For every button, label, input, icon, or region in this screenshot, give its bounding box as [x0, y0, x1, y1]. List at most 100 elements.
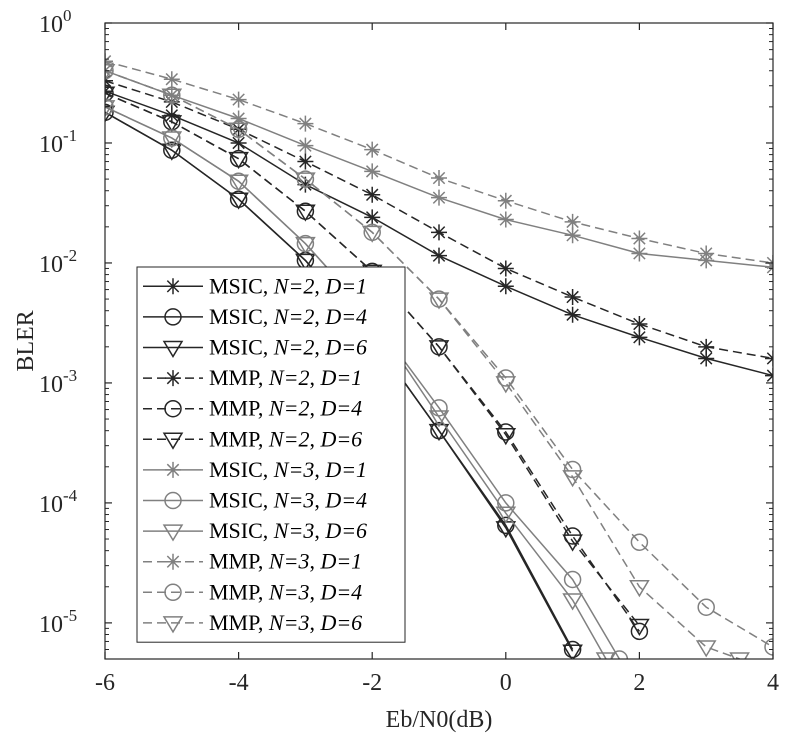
data-point: [228, 122, 249, 140]
data-point: [431, 247, 447, 264]
y-tick-label: 10-4: [39, 486, 78, 518]
data-point: [364, 163, 381, 180]
legend-box: [136, 266, 406, 643]
data-point: [495, 506, 517, 524]
legend-entry: MMP, N=3, D=1: [143, 549, 362, 574]
data-point: [161, 115, 183, 133]
legend-marker: [165, 461, 181, 478]
data-point: [105, 98, 114, 116]
data-point: [698, 350, 715, 367]
data-point: [629, 580, 650, 598]
data-point: [495, 427, 517, 446]
data-point: [497, 192, 514, 209]
legend-label: MMP, N=3, D=1: [209, 549, 362, 574]
y-tick-exponent: -3: [63, 366, 77, 385]
data-point: [497, 423, 515, 441]
legend-marker: [162, 616, 184, 634]
legend-marker: [164, 399, 182, 418]
data-point: [729, 652, 750, 659]
data-point: [228, 151, 249, 170]
legend-label: MSIC, N=3, D=1: [209, 457, 367, 482]
x-tick-label: 0: [500, 670, 512, 696]
data-point: [364, 186, 381, 203]
data-point: [564, 289, 581, 306]
legend-label: MMP, N=2, D=4: [209, 396, 362, 421]
data-point: [228, 192, 249, 210]
x-tick-label: 2: [633, 670, 645, 696]
legend-entry: MSIC, N=3, D=6: [143, 518, 367, 543]
legend-label: MSIC, N=2, D=1: [209, 273, 367, 298]
data-point: [163, 71, 180, 88]
data-point: [631, 329, 648, 346]
data-point: [562, 470, 583, 488]
data-point: [562, 593, 583, 611]
legend-label: MMP, N=2, D=6: [209, 426, 362, 451]
data-point: [595, 652, 617, 659]
legend-label: MMP, N=3, D=6: [209, 610, 362, 635]
legend-marker: [165, 370, 181, 387]
data-point: [361, 225, 383, 243]
data-point: [630, 533, 649, 551]
data-point: [431, 189, 447, 206]
x-tick-label: 4: [767, 670, 779, 696]
legend-marker: [164, 583, 182, 602]
data-point: [228, 174, 249, 192]
data-point: [105, 84, 114, 102]
data-point: [297, 115, 314, 132]
legend-entry: MSIC, N=3, D=4: [143, 488, 367, 513]
data-point: [230, 110, 247, 127]
legend-marker: [164, 308, 182, 326]
legend-label: MMP, N=2, D=1: [209, 365, 362, 390]
data-point: [105, 61, 114, 80]
data-point: [497, 211, 514, 228]
y-tick-label: 10-5: [39, 606, 77, 638]
x-tick-label: -6: [95, 670, 115, 696]
data-point: [562, 644, 583, 659]
legend-marker: [162, 432, 184, 450]
data-point: [428, 410, 450, 428]
data-point: [297, 153, 314, 170]
y-tick-label: 10-2: [39, 246, 77, 278]
series-12: [105, 63, 750, 659]
data-point: [562, 534, 583, 552]
series-line: [105, 69, 740, 659]
x-tick-label: -2: [362, 670, 382, 696]
legend: MSIC, N=2, D=1 MSIC, N=2, D=4 MSIC, N=2, D…: [136, 266, 406, 643]
legend-label: MSIC, N=3, D=6: [209, 518, 367, 543]
y-tick-label: 100: [39, 6, 72, 38]
data-point: [161, 143, 183, 161]
legend-marker: [162, 524, 184, 542]
y-tick-exponent: -1: [63, 126, 77, 145]
data-point: [161, 88, 183, 106]
data-point: [105, 63, 116, 82]
legend-entry: MSIC, N=2, D=1: [143, 273, 367, 298]
data-point: [564, 227, 581, 244]
y-tick-exponent: -5: [63, 606, 77, 625]
data-point: [428, 292, 450, 310]
legend-label: MSIC, N=2, D=6: [209, 335, 367, 360]
data-point: [695, 640, 717, 658]
legend-entry: MMP, N=3, D=4: [143, 579, 362, 604]
legend-label: MMP, N=3, D=4: [209, 579, 362, 604]
y-tick-label: 10-3: [39, 366, 77, 398]
data-point: [428, 340, 450, 358]
data-point: [497, 278, 514, 295]
legend-entry: MMP, N=2, D=4: [143, 396, 362, 421]
data-point: [563, 640, 582, 659]
data-point: [697, 598, 715, 616]
data-point: [495, 376, 517, 394]
data-point: [230, 134, 247, 151]
data-point: [105, 103, 114, 122]
data-point: [431, 170, 447, 187]
data-point: [630, 622, 649, 641]
data-point: [295, 236, 316, 255]
data-point: [230, 91, 247, 108]
data-point: [364, 209, 381, 226]
y-tick-exponent: -4: [63, 486, 78, 505]
data-point: [161, 131, 183, 149]
data-point: [631, 315, 648, 332]
legend-entry: MMP, N=3, D=6: [143, 610, 362, 635]
x-axis-label: Eb/N0(dB): [386, 707, 493, 733]
data-point: [431, 224, 447, 241]
